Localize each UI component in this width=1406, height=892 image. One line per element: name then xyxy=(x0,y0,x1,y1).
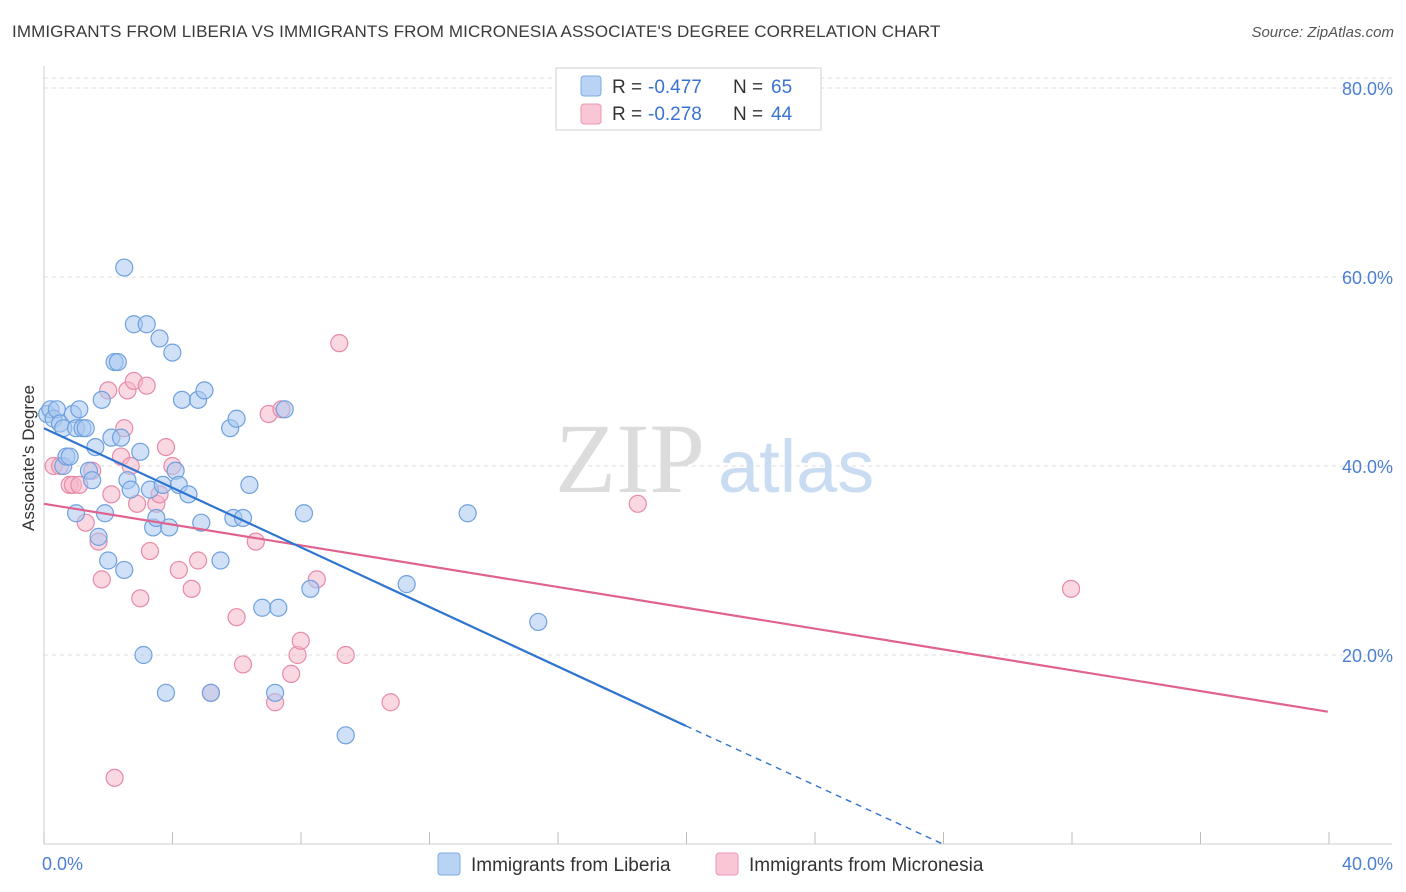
x-tick-label-left: 0.0% xyxy=(42,854,83,874)
y-tick-label: 20.0% xyxy=(1342,646,1393,666)
point-liberia xyxy=(76,419,95,438)
point-micronesia xyxy=(628,494,647,513)
point-micronesia xyxy=(330,334,349,353)
point-liberia xyxy=(529,612,548,632)
point-liberia xyxy=(227,409,246,428)
gridlines xyxy=(44,77,1392,656)
point-liberia xyxy=(131,442,150,461)
point-liberia xyxy=(89,527,108,546)
point-micronesia xyxy=(105,768,124,787)
point-liberia xyxy=(115,560,134,580)
axes xyxy=(43,66,1392,845)
point-liberia xyxy=(195,381,214,400)
point-micronesia xyxy=(182,579,201,598)
point-liberia xyxy=(83,471,102,490)
point-liberia xyxy=(253,598,272,617)
point-liberia xyxy=(160,518,179,537)
bottom-legend-swatch-micronesia xyxy=(715,852,739,876)
point-liberia xyxy=(172,390,192,409)
watermark-zip: ZIP xyxy=(555,403,705,514)
point-liberia xyxy=(156,683,176,702)
point-micronesia xyxy=(102,485,121,504)
point-micronesia xyxy=(169,560,188,580)
point-micronesia xyxy=(227,608,246,627)
point-micronesia xyxy=(233,655,253,674)
trend-line-micronesia xyxy=(43,502,1328,713)
point-liberia xyxy=(111,428,131,447)
point-micronesia xyxy=(291,631,310,650)
point-liberia xyxy=(192,513,211,532)
legend-box: R = -0.477 N = 65 R = -0.278 N = 44 xyxy=(555,67,822,131)
point-liberia xyxy=(163,343,182,362)
legend-r-label-liberia: R = xyxy=(612,77,642,98)
point-micronesia xyxy=(381,693,400,712)
point-liberia xyxy=(265,683,285,702)
point-liberia xyxy=(137,315,156,334)
point-liberia xyxy=(134,645,153,665)
point-liberia xyxy=(108,352,127,372)
point-micronesia xyxy=(140,541,160,561)
point-micronesia xyxy=(131,589,150,608)
x-tick-label-right: 40.0% xyxy=(1342,854,1393,874)
bottom-legend: Immigrants from Liberia Immigrants from … xyxy=(437,852,984,876)
legend-n-value-liberia: 65 xyxy=(771,77,792,98)
point-liberia xyxy=(60,447,79,466)
point-liberia xyxy=(458,504,477,523)
point-liberia xyxy=(294,504,314,523)
point-micronesia xyxy=(156,438,176,457)
point-liberia xyxy=(201,683,220,702)
point-micronesia xyxy=(137,376,156,395)
point-liberia xyxy=(150,329,169,348)
legend-r-value-micronesia: -0.278 xyxy=(648,104,702,125)
point-micronesia xyxy=(1061,579,1081,598)
chart-title: IMMIGRANTS FROM LIBERIA VS IMMIGRANTS FR… xyxy=(12,22,941,41)
point-micronesia xyxy=(282,664,301,684)
legend-r-label-micronesia: R = xyxy=(612,104,642,125)
point-liberia xyxy=(121,480,140,499)
legend-swatch-micronesia xyxy=(580,103,602,125)
source-label: Source: ZipAtlas.com xyxy=(1251,24,1394,41)
point-micronesia xyxy=(246,532,265,551)
legend-swatch-liberia xyxy=(580,75,602,97)
bottom-legend-swatch-liberia xyxy=(437,852,461,876)
trend-lines xyxy=(43,427,1328,845)
y-axis-label: Associate's Degree xyxy=(19,385,38,531)
point-liberia xyxy=(269,598,288,617)
point-liberia xyxy=(92,390,111,409)
watermark-atlas: atlas xyxy=(718,425,874,508)
point-liberia xyxy=(115,258,134,277)
legend-r-value-liberia: -0.477 xyxy=(648,77,702,98)
point-liberia xyxy=(397,575,416,594)
point-liberia xyxy=(275,400,294,419)
point-liberia xyxy=(240,475,259,494)
bottom-legend-label-liberia: Immigrants from Liberia xyxy=(471,855,671,876)
point-micronesia xyxy=(188,551,208,570)
point-micronesia xyxy=(336,645,355,665)
point-liberia xyxy=(70,400,89,419)
point-micronesia xyxy=(92,570,111,589)
legend-n-label-micronesia: N = xyxy=(733,104,763,125)
y-tick-label: 80.0% xyxy=(1342,79,1393,99)
trend-line-liberia-extension xyxy=(685,725,943,845)
point-liberia xyxy=(99,551,118,570)
points-liberia xyxy=(38,258,548,745)
point-liberia xyxy=(211,551,230,570)
legend-n-label-liberia: N = xyxy=(733,77,763,98)
point-liberia xyxy=(301,579,320,598)
y-tick-label: 40.0% xyxy=(1342,457,1393,477)
legend-n-value-micronesia: 44 xyxy=(771,104,793,125)
y-tick-label: 60.0% xyxy=(1342,268,1393,288)
bottom-legend-label-micronesia: Immigrants from Micronesia xyxy=(749,855,984,876)
point-liberia xyxy=(336,726,355,745)
y-tick-labels: 20.0% 40.0% 60.0% 80.0% xyxy=(1342,79,1393,666)
trend-line-liberia xyxy=(43,427,687,727)
